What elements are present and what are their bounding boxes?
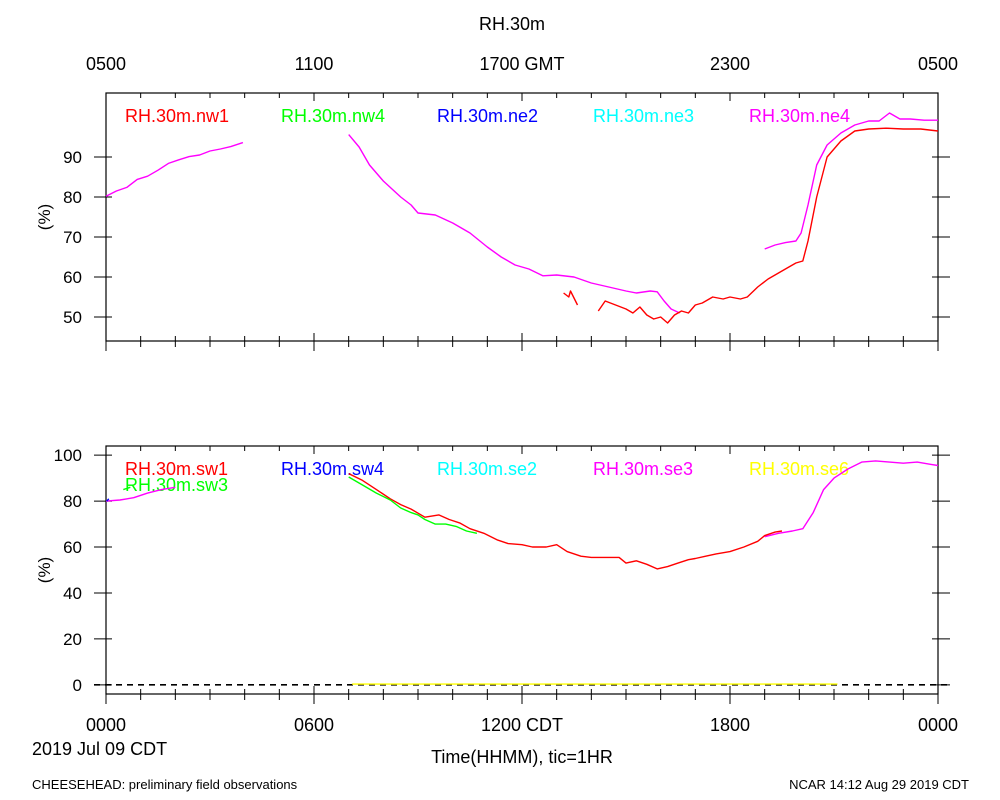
cdt-tick-label: 0000: [918, 715, 958, 735]
top-ylabel: (%): [35, 204, 54, 230]
y-tick-label: 0: [73, 676, 82, 695]
y-tick-label: 20: [63, 630, 82, 649]
y-tick-label: 70: [63, 228, 82, 247]
legend-ne4: RH.30m.ne4: [749, 106, 850, 126]
cdt-tick-label: 1200 CDT: [481, 715, 563, 735]
cdt-tick-label: 0600: [294, 715, 334, 735]
gmt-tick-label: 0500: [86, 54, 126, 74]
series-line-RH-30m-nw1: [563, 290, 579, 306]
cdt-tick-label: 1800: [710, 715, 750, 735]
series-line-RH-30m-sw3: [348, 476, 478, 534]
y-tick-label: 50: [63, 308, 82, 327]
series-line-RH-30m-sw1: [348, 472, 783, 570]
legend-se3: RH.30m.se3: [593, 459, 693, 479]
y-tick-label: 80: [63, 492, 82, 511]
legend-nw4: RH.30m.nw4: [281, 106, 385, 126]
legend-se6: RH.30m.se6: [749, 459, 849, 479]
y-tick-label: 80: [63, 188, 82, 207]
y-tick-label: 100: [54, 446, 82, 465]
x-axis-label: Time(HHMM), tic=1HR: [431, 747, 613, 767]
date-label: 2019 Jul 09 CDT: [32, 739, 167, 759]
legend-ne3: RH.30m.ne3: [593, 106, 694, 126]
gmt-tick-label: 1100: [295, 54, 334, 74]
series-line-RH-30m-ne4: [105, 141, 244, 197]
legend-sw1: RH.30m.sw1: [125, 459, 228, 479]
footer-right-note: NCAR 14:12 Aug 29 2019 CDT: [789, 777, 969, 792]
top-panel: (%) RH.30m.nw1 RH.30m.nw4 RH.30m.ne2 RH.…: [35, 92, 950, 351]
series-line-RH-30m-ne4: [764, 112, 938, 250]
footer-left-note: CHEESEHEAD: preliminary field observatio…: [32, 777, 298, 792]
series-line-RH-30m-se3: [105, 486, 176, 502]
series-line-RH-30m-ne4: [348, 134, 680, 314]
y-tick-label: 90: [63, 148, 82, 167]
series-line-RH-30m-sw4: [106, 498, 110, 502]
bottom-plot-frame: [105, 445, 939, 695]
chart-title: RH.30m: [479, 14, 545, 34]
y-tick-label: 60: [63, 268, 82, 287]
y-tick-label: 40: [63, 584, 82, 603]
gmt-tick-label: 2300: [710, 54, 750, 74]
cdt-tick-label: 0000: [86, 715, 126, 735]
bottom-panel: (%) RH.30m.sw1 RH.30m.sw4 RH.30m.se2 RH.…: [35, 445, 950, 704]
legend-sw4: RH.30m.sw4: [281, 459, 384, 479]
legend-ne2: RH.30m.ne2: [437, 106, 538, 126]
gmt-tick-label: 0500: [918, 54, 958, 74]
legend-se2: RH.30m.se2: [437, 459, 537, 479]
y-tick-label: 60: [63, 538, 82, 557]
series-line-RH-30m-se3: [764, 460, 939, 538]
legend-nw1: RH.30m.nw1: [125, 106, 229, 126]
series-line-RH-30m-nw1: [597, 127, 939, 324]
gmt-tick-label: 1700 GMT: [479, 54, 564, 74]
bottom-ylabel: (%): [35, 557, 54, 583]
series-line-RH-30m-sw3: [123, 486, 131, 491]
legend-sw3: RH.30m.sw3: [125, 475, 228, 495]
